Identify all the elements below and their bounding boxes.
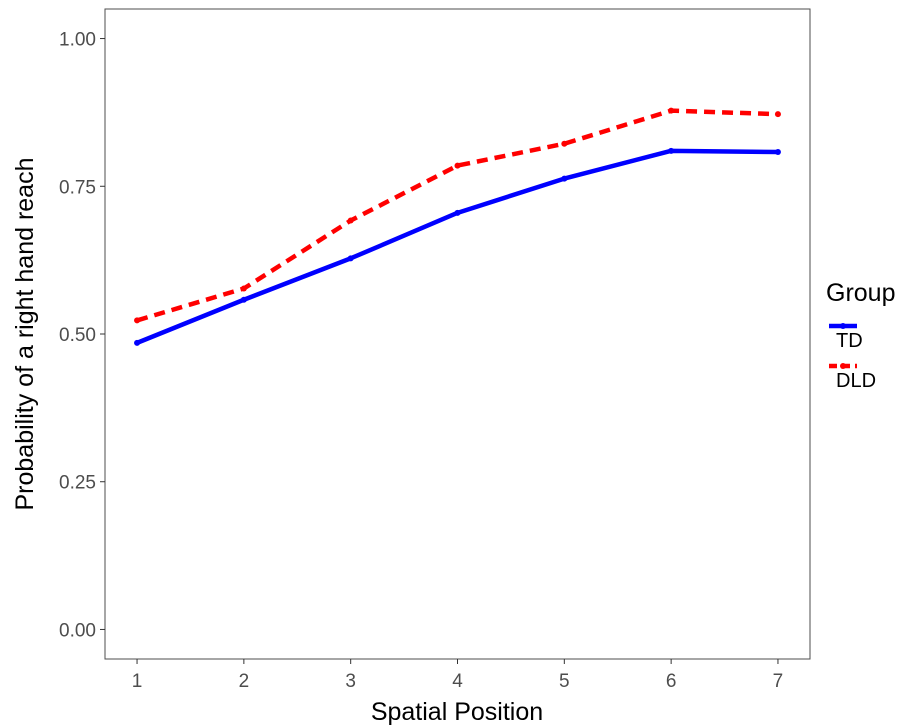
data-point-dld — [347, 217, 354, 224]
data-point-dld — [668, 107, 675, 114]
x-tick-label: 2 — [239, 671, 250, 692]
data-point-dld — [134, 317, 141, 324]
y-axis: 0.00 0.25 0.50 0.75 1.00 — [59, 30, 105, 641]
legend-key-point — [840, 363, 846, 369]
x-tick-label: 3 — [345, 671, 356, 692]
series-points — [134, 107, 781, 346]
data-point-td — [240, 296, 247, 303]
data-point-td — [134, 339, 141, 346]
y-tick-label: 0.25 — [59, 473, 96, 494]
y-tick-label: 0.75 — [59, 177, 96, 198]
data-point-dld — [561, 140, 568, 147]
y-tick-label: 0.50 — [59, 325, 96, 346]
legend-label-td: TD — [836, 330, 863, 352]
legend: Group TD DLD — [826, 279, 895, 392]
x-tick-label: 5 — [559, 671, 570, 692]
y-tick-label: 1.00 — [59, 30, 96, 51]
y-axis-title: Probability of a right hand reach — [11, 158, 39, 511]
data-point-dld — [454, 162, 461, 169]
x-tick-label: 6 — [666, 671, 677, 692]
legend-label-dld: DLD — [836, 370, 876, 392]
x-tick-label: 1 — [132, 671, 143, 692]
legend-title: Group — [826, 279, 895, 307]
data-point-dld — [774, 111, 781, 118]
data-point-td — [774, 149, 781, 155]
data-point-td — [454, 209, 461, 216]
y-tick-label: 0.00 — [59, 620, 96, 641]
x-tick-label: 4 — [452, 671, 463, 692]
data-point-dld — [240, 285, 247, 292]
legend-key-point — [840, 323, 846, 329]
x-axis-title: Spatial Position — [371, 698, 543, 726]
data-point-td — [347, 255, 354, 262]
x-tick-label: 7 — [773, 671, 784, 692]
x-axis: 1 2 3 4 5 6 7 — [132, 659, 783, 692]
data-point-td — [561, 175, 568, 182]
plot-panel — [104, 8, 811, 660]
data-point-td — [668, 147, 675, 154]
